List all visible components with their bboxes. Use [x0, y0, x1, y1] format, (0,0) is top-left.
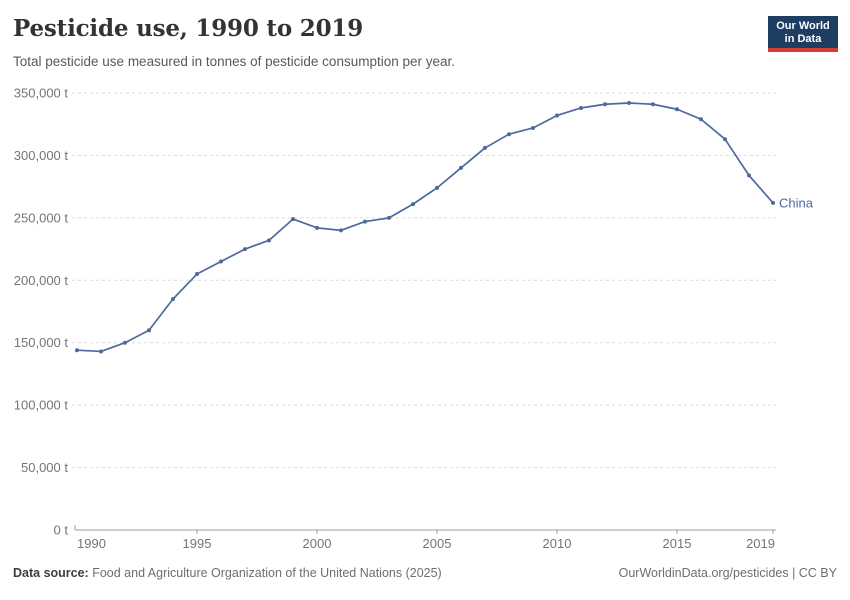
- x-tick-label: 2005: [423, 536, 452, 551]
- data-point[interactable]: [315, 225, 319, 230]
- data-source-text: Food and Agriculture Organization of the…: [88, 566, 442, 580]
- data-point[interactable]: [339, 228, 343, 233]
- y-tick-label: 350,000 t: [14, 86, 69, 101]
- data-point[interactable]: [555, 113, 559, 118]
- data-point[interactable]: [459, 165, 463, 170]
- data-source: Data source: Food and Agriculture Organi…: [13, 566, 442, 580]
- data-point[interactable]: [699, 117, 703, 122]
- data-point[interactable]: [771, 200, 775, 205]
- data-point[interactable]: [171, 297, 175, 302]
- x-tick-label: 1995: [183, 536, 212, 551]
- owid-logo-line1: Our World: [776, 20, 830, 32]
- data-point[interactable]: [99, 349, 103, 354]
- data-point[interactable]: [147, 328, 151, 333]
- y-tick-label: 250,000 t: [14, 210, 69, 225]
- page-title: Pesticide use, 1990 to 2019: [13, 15, 364, 42]
- x-tick-label: 2019: [746, 536, 775, 551]
- x-axis: [74, 525, 776, 534]
- data-point[interactable]: [435, 185, 439, 190]
- data-source-label: Data source:: [13, 566, 89, 580]
- x-tick-label: 2010: [543, 536, 572, 551]
- data-point[interactable]: [411, 202, 415, 207]
- data-point[interactable]: [291, 217, 295, 222]
- series-end-label-china[interactable]: China: [779, 195, 814, 210]
- data-point[interactable]: [483, 145, 487, 150]
- x-tick-label: 2000: [303, 536, 332, 551]
- data-point[interactable]: [531, 125, 535, 130]
- data-point[interactable]: [675, 107, 679, 112]
- data-point[interactable]: [387, 215, 391, 220]
- data-point[interactable]: [219, 259, 223, 264]
- data-point[interactable]: [723, 137, 727, 142]
- data-point[interactable]: [603, 102, 607, 107]
- data-point[interactable]: [651, 102, 655, 107]
- credit-link[interactable]: OurWorldinData.org/pesticides | CC BY: [618, 566, 837, 580]
- y-tick-label: 100,000 t: [14, 398, 69, 413]
- data-point[interactable]: [627, 100, 631, 105]
- data-point[interactable]: [75, 348, 79, 353]
- data-point[interactable]: [267, 238, 271, 243]
- y-tick-label: 0 t: [54, 523, 69, 538]
- chart-subtitle: Total pesticide use measured in tonnes o…: [13, 54, 456, 69]
- owid-logo-line2: in Data: [784, 32, 822, 45]
- owid-logo[interactable]: Our World in Data: [768, 16, 838, 52]
- series-markers-china[interactable]: [75, 100, 775, 354]
- series-line-china[interactable]: [76, 102, 774, 353]
- x-tick-label: 1990: [77, 536, 106, 551]
- y-axis-labels: 0 t 50,000 t 100,000 t 150,000 t 200,000 t 25…: [14, 86, 69, 538]
- chart-footer: Data source: Food and Agriculture Organi…: [13, 566, 837, 580]
- data-point[interactable]: [243, 247, 247, 252]
- x-axis-labels: 1990 1995 2000 2005 2010 2015 2019: [77, 536, 775, 551]
- y-tick-label: 300,000 t: [14, 148, 69, 163]
- data-point[interactable]: [195, 272, 199, 277]
- data-point[interactable]: [123, 340, 127, 345]
- y-gridlines: [72, 92, 776, 469]
- y-tick-label: 50,000 t: [21, 460, 68, 475]
- data-point[interactable]: [507, 132, 511, 137]
- data-point[interactable]: [363, 219, 367, 224]
- x-tick-label: 2015: [663, 536, 692, 551]
- y-tick-label: 200,000 t: [14, 273, 69, 288]
- data-point[interactable]: [747, 173, 751, 178]
- data-point[interactable]: [579, 105, 583, 110]
- y-tick-label: 150,000 t: [14, 335, 69, 350]
